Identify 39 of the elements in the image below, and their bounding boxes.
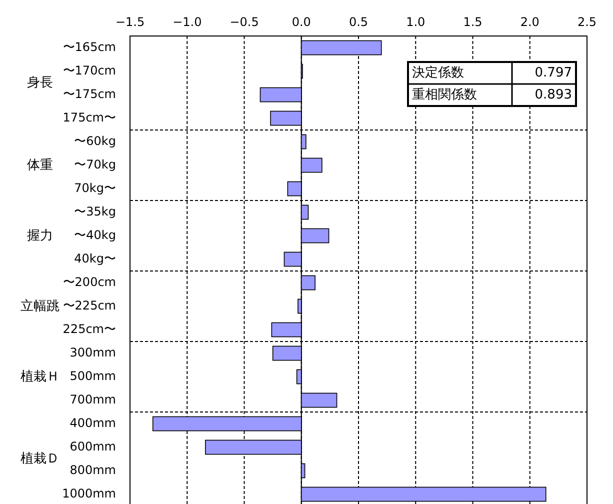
x-tick-label: −1.5	[115, 15, 145, 29]
y-tick-label: 〜175cm	[62, 87, 116, 102]
x-tick-label: 0.0	[292, 15, 311, 29]
text: 植栽Ｈ	[20, 369, 60, 384]
y-tick-label: 〜60kg	[74, 134, 116, 148]
annotation: 重相関係数	[412, 88, 477, 103]
y-tick-label: 〜35kg	[74, 204, 116, 219]
y-tick-label: 70kg〜	[74, 181, 116, 196]
y-tick-label: 700mm	[70, 392, 116, 407]
y-tick-label: 300mm	[70, 346, 116, 360]
x-tick-label: 2.0	[520, 15, 540, 29]
y-tick-label: 〜70kg	[74, 158, 116, 172]
y-tick-label: 〜170cm	[62, 64, 116, 78]
x-tick-label: 2.5	[577, 15, 597, 29]
x-tick-label: −0.5	[230, 15, 259, 29]
y-tick-label: 1000mm	[62, 486, 116, 501]
y-tick-label: 600mm	[70, 440, 116, 454]
y-tick-label: 40kg〜	[74, 252, 116, 266]
text: 体重	[27, 158, 53, 173]
y-tick-label: 400mm	[70, 416, 116, 430]
y-tick-label: 〜40kg	[74, 228, 116, 242]
x-tick-label: 1.5	[463, 15, 482, 29]
y-tick-label: 225cm〜	[62, 322, 116, 336]
text: 身長	[27, 76, 53, 91]
y-tick-label: 175cm〜	[62, 110, 116, 125]
y-tick-label: 〜225cm	[62, 298, 116, 313]
annotation: 0.893	[534, 88, 572, 103]
annotation: 0.797	[534, 66, 572, 81]
y-tick-label: 500mm	[70, 369, 116, 384]
text: 植栽Ｄ	[20, 452, 60, 467]
y-tick-label: 〜200cm	[62, 275, 116, 290]
x-tick-label: −1.0	[172, 15, 202, 29]
text: 立幅跳	[20, 298, 60, 314]
y-tick-label: 〜165cm	[62, 40, 116, 54]
x-tick-label: 1.0	[406, 15, 426, 29]
x-tick-label: 0.5	[348, 15, 368, 29]
text: 握力	[27, 228, 53, 244]
annotation: 決定係数	[412, 66, 464, 81]
y-tick-label: 800mm	[70, 463, 116, 478]
